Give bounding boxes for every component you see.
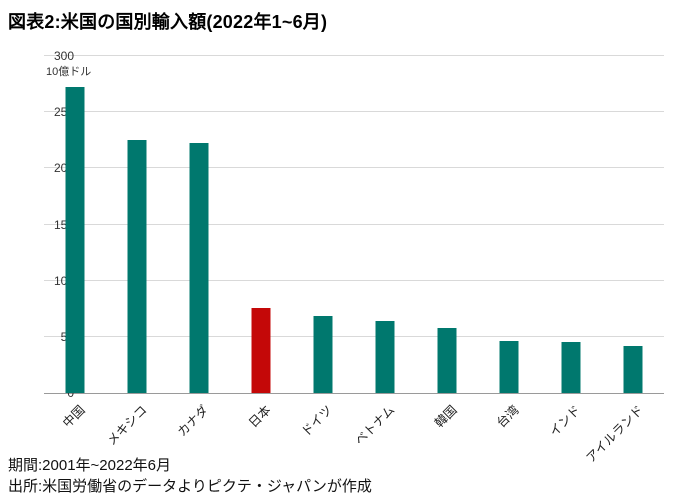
plot-area: 10億ドル 050100150200250300中国メキシコカナダ日本ドイツベト… bbox=[44, 49, 664, 465]
x-tick-label: ベトナム bbox=[352, 402, 398, 448]
y-axis-unit-label: 10億ドル bbox=[46, 66, 92, 78]
bar bbox=[375, 321, 395, 393]
y-tick-label: 300 bbox=[53, 49, 74, 63]
gridline bbox=[44, 55, 664, 56]
bar bbox=[561, 342, 581, 393]
x-tick-label: 日本 bbox=[246, 402, 274, 431]
gridline bbox=[44, 167, 664, 169]
x-tick-label: ドイツ bbox=[299, 402, 336, 440]
x-tick-label: 韓国 bbox=[432, 402, 460, 431]
bar bbox=[189, 142, 209, 393]
x-tick-label: インド bbox=[547, 402, 584, 440]
x-tick-label: 台湾 bbox=[494, 402, 522, 431]
period-note: 期間:2001年~2022年6月 bbox=[8, 456, 172, 474]
bar bbox=[623, 345, 643, 393]
bar bbox=[437, 327, 457, 393]
source-note: 出所:米国労働省のデータよりピクテ・ジャパンが作成 bbox=[8, 478, 372, 496]
gridline bbox=[44, 279, 664, 281]
x-tick-label: 中国 bbox=[60, 402, 88, 431]
chart-footer: 期間:2001年~2022年6月 出所:米国労働省のデータよりピクテ・ジャパンが… bbox=[8, 455, 676, 499]
bar bbox=[251, 307, 271, 393]
bar bbox=[499, 341, 519, 393]
chart-title: 図表2:米国の国別輸入額(2022年1~6月) bbox=[8, 12, 328, 32]
gridline bbox=[44, 111, 664, 113]
gridline bbox=[44, 335, 664, 337]
y-tick-label: 0 bbox=[67, 386, 74, 400]
bar bbox=[313, 315, 333, 393]
bar bbox=[65, 87, 85, 393]
x-tick-label: メキシコ bbox=[104, 402, 150, 449]
bar bbox=[127, 140, 147, 393]
bar-chart: 10億ドル 050100150200250300中国メキシコカナダ日本ドイツベト… bbox=[8, 38, 676, 465]
gridline bbox=[44, 223, 664, 225]
x-tick-label: カナダ bbox=[175, 402, 212, 440]
